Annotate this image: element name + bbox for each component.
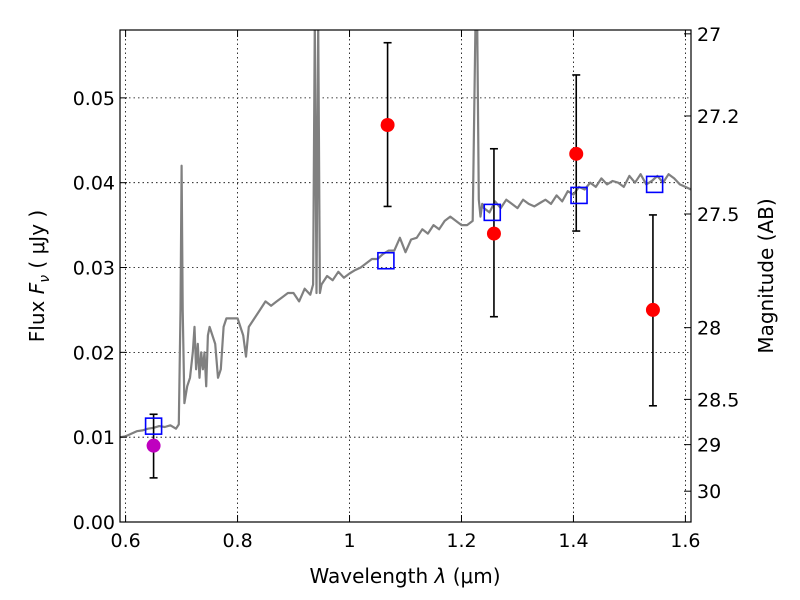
y-tick-label: 0.00 <box>73 512 115 534</box>
data-point <box>146 438 161 453</box>
y-tick-label: 0.04 <box>73 173 115 195</box>
plot-area <box>120 30 691 479</box>
x-tick-label: 1.6 <box>670 530 700 552</box>
model-point <box>645 175 664 194</box>
y2-tick-label: 28.5 <box>697 389 739 411</box>
y2-tick-label: 30 <box>697 481 721 503</box>
y2-tick-label: 27.5 <box>697 204 739 226</box>
x-tick-label: 1 <box>343 530 355 552</box>
y-tick-label: 0.05 <box>73 88 115 110</box>
y2-tick-label: 27.2 <box>697 106 739 128</box>
spectrum-line <box>120 30 691 439</box>
model-point <box>483 203 502 222</box>
series-layer <box>120 30 691 479</box>
y2-tick-label: 28 <box>697 318 721 340</box>
x-tick-label: 0.8 <box>222 530 252 552</box>
y-axis-label: Flux Fν ( μJy ) <box>25 210 53 342</box>
y-tick-label: 0.02 <box>73 342 115 364</box>
y2-axis-label: Magnitude (AB) <box>754 198 778 353</box>
x-axis-label: Wavelength λ (μm) <box>309 564 500 588</box>
y2-tick-label: 29 <box>697 435 721 457</box>
axis-ticks: 0.6 0.8 1 1.2 1.4 1.6 0.00 0.01 0.02 0.03 0.04 0.05… <box>73 24 740 552</box>
y-tick-label: 0.03 <box>73 258 115 280</box>
model-point <box>570 186 588 205</box>
data-point <box>569 146 584 161</box>
y-tick-label: 0.01 <box>73 427 115 449</box>
y2-tick-label: 27 <box>697 24 721 46</box>
model-point <box>144 417 163 435</box>
data-point <box>380 118 395 133</box>
x-tick-label: 1.2 <box>446 530 476 552</box>
data-point <box>486 226 501 241</box>
model-point <box>377 251 395 270</box>
plot-frame <box>119 29 692 523</box>
x-tick-label: 1.4 <box>558 530 588 552</box>
data-point <box>645 302 660 317</box>
x-tick-label: 0.6 <box>110 530 140 552</box>
